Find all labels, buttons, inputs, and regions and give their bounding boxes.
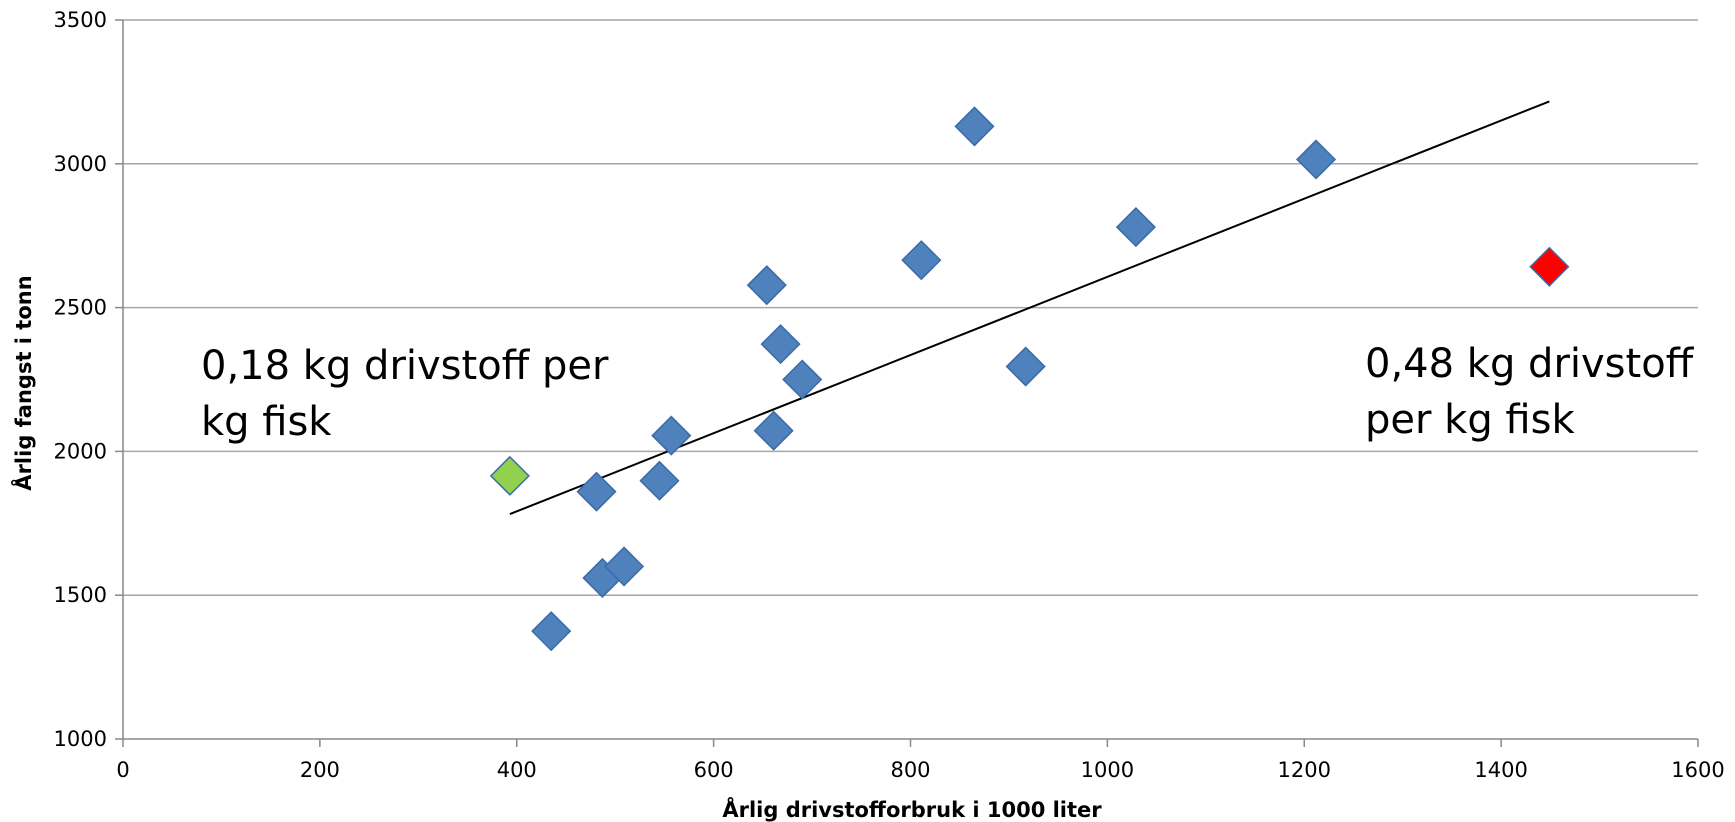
axes: [115, 19, 1699, 747]
data-point: [753, 410, 794, 451]
data-point: [1005, 346, 1046, 387]
data-points: [489, 106, 1570, 652]
annotation-high-line-1: 0,48 kg drivstoff: [1365, 341, 1694, 387]
data-point: [1529, 246, 1570, 287]
data-point: [1296, 139, 1337, 180]
x-tick-label: 600: [694, 758, 734, 782]
tick-labels: 1000 1500 2000 2500 3000 3500 0 200 400 600 800 100…: [54, 8, 1725, 782]
data-point: [1115, 207, 1156, 248]
x-tick-label: 0: [116, 758, 129, 782]
y-axis-title: Årlig fangst i tonn: [11, 275, 36, 490]
x-tick-label: 1200: [1278, 758, 1331, 782]
y-tick-label: 1000: [54, 727, 107, 751]
y-tick-label: 1500: [54, 583, 107, 607]
x-tick-label: 1400: [1474, 758, 1527, 782]
y-tick-label: 2000: [54, 439, 107, 463]
grid-lines: [123, 19, 1698, 596]
data-point: [782, 359, 823, 400]
annotation-high-line-2: per kg fisk: [1365, 397, 1575, 443]
x-axis-title: Årlig drivstofforbruk i 1000 liter: [722, 797, 1102, 822]
data-point: [531, 611, 572, 652]
annotation-low-line-2: kg fisk: [201, 399, 332, 445]
trend-line: [509, 100, 1550, 516]
data-point: [651, 415, 692, 456]
data-point: [576, 471, 617, 512]
y-tick-label: 3000: [54, 152, 107, 176]
x-tick-label: 200: [300, 758, 340, 782]
data-point: [760, 324, 801, 365]
data-point: [954, 106, 995, 147]
data-point: [901, 240, 942, 281]
x-tick-label: 800: [890, 758, 930, 782]
annotation-low-line-1: 0,18 kg drivstoff per: [201, 343, 609, 389]
x-tick-label: 1000: [1081, 758, 1134, 782]
annotation-high-consumption: 0,48 kg drivstoff per kg fisk: [1365, 336, 1693, 448]
y-tick-label: 2500: [54, 296, 107, 320]
y-tick-label: 3500: [54, 8, 107, 32]
data-point: [603, 546, 645, 587]
x-tick-label: 1600: [1671, 758, 1724, 782]
data-point: [746, 265, 787, 306]
annotation-low-consumption: 0,18 kg drivstoff per kg fisk: [201, 338, 608, 450]
x-tick-label: 400: [497, 758, 537, 782]
data-point: [639, 460, 680, 501]
data-point: [489, 455, 530, 496]
